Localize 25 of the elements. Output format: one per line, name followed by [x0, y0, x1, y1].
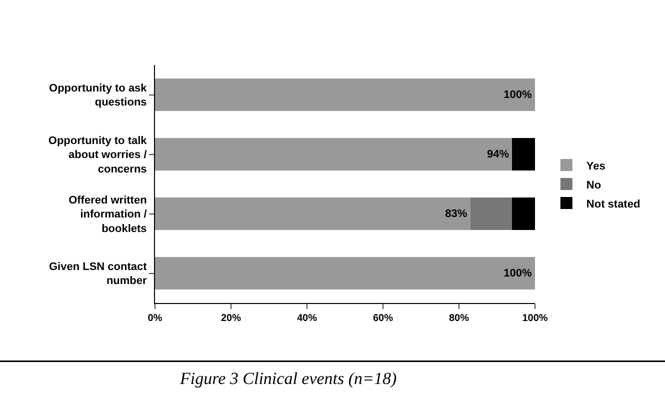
legend-label: Yes	[586, 160, 606, 172]
bar	[155, 138, 512, 171]
y-tick-label: Opportunity to talk about worries / concerns	[48, 134, 148, 176]
y-tick-label: Given LSN contact number	[49, 260, 148, 288]
bar	[512, 138, 535, 171]
bar	[155, 256, 535, 290]
bar	[512, 197, 535, 230]
y-tick-label: Opportunity to ask questions	[49, 82, 148, 109]
x-tick-label: 0%	[148, 313, 162, 324]
data-label: 100%	[504, 267, 532, 280]
data-label: 94%	[486, 148, 510, 160]
x-tick-label: 60%	[372, 313, 394, 324]
bar	[470, 197, 512, 230]
x-tick-label: 80%	[448, 313, 470, 324]
caption: Figure 3 Clinical events (n=18)	[179, 369, 398, 388]
data-label: 83%	[445, 208, 468, 220]
x-tick-label: 40%	[296, 313, 318, 324]
bar	[155, 78, 535, 112]
x-tick-label: 20%	[220, 313, 242, 324]
data-label: 100%	[504, 88, 532, 101]
x-tick-label: 100%	[522, 313, 548, 324]
y-tick-label: Offered written information / booklets	[68, 194, 148, 235]
legend-label: No	[586, 179, 602, 192]
bar	[155, 197, 470, 230]
legend-label: Not stated	[586, 198, 640, 210]
